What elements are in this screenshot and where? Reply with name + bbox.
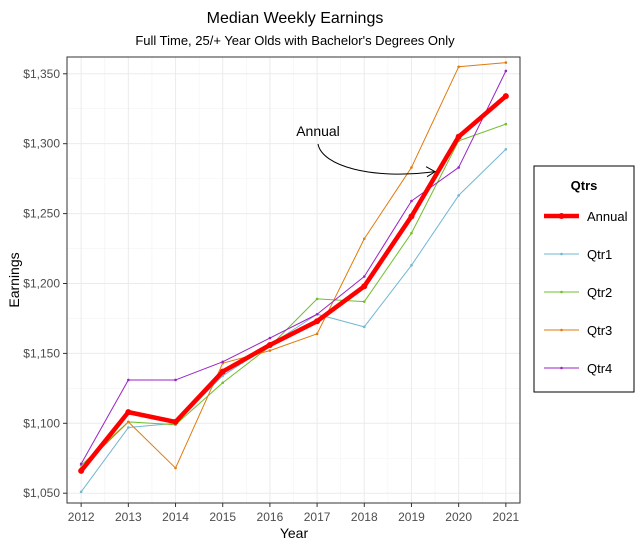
- y-axis: $1,050 $1,100 $1,150 $1,200 $1,250 $1,300 $1,3…: [23, 67, 67, 500]
- chart-subtitle: Full Time, 25/+ Year Olds with Bachelor'…: [135, 33, 455, 48]
- x-tick-label: 2020: [445, 510, 472, 524]
- series-line-qtr1: [80, 148, 507, 493]
- data-point-qtr3: [457, 65, 460, 69]
- data-point-qtr3: [362, 237, 366, 241]
- x-tick-label: 2012: [68, 510, 95, 524]
- annotation-layer: Annual: [296, 123, 437, 178]
- x-tick-label: 2016: [257, 510, 284, 524]
- data-point-qtr1: [504, 147, 508, 151]
- legend-title: Qtrs: [571, 178, 598, 193]
- data-point-qtr1: [410, 264, 413, 267]
- data-point-annual: [78, 467, 85, 474]
- legend-label-qtr2: Qtr2: [587, 285, 612, 300]
- data-point-qtr4: [410, 199, 413, 203]
- data-point-annual: [125, 409, 132, 416]
- data-point-qtr4: [457, 166, 460, 169]
- data-point-qtr1: [127, 426, 130, 429]
- data-point-qtr3: [127, 420, 130, 424]
- x-tick-label: 2019: [398, 510, 425, 524]
- annotation-arrowhead: [425, 166, 437, 178]
- data-point-annual: [172, 418, 179, 425]
- annotation-label: Annual: [296, 123, 340, 139]
- series-line-annual: [78, 93, 509, 474]
- series-line-qtr4: [80, 70, 507, 465]
- legend: Qtrs Annual Qtr1 Qtr2 Qtr3 Qtr4: [533, 165, 635, 393]
- legend-label-qtr1: Qtr1: [587, 247, 612, 262]
- x-axis: 2012 2013 2014 2015 2016 2017 2018 2019 2020 2021: [68, 503, 520, 524]
- legend-label-annual: Annual: [587, 209, 628, 224]
- data-point-qtr2: [221, 381, 225, 385]
- series-line-qtr3: [80, 62, 507, 469]
- series-line-qtr2: [80, 123, 507, 466]
- legend-marker-qtr3: [560, 328, 563, 332]
- data-point-annual: [361, 283, 368, 290]
- data-point-qtr4: [221, 360, 225, 364]
- legend-marker-annual: [558, 213, 565, 219]
- data-point-qtr4: [315, 312, 319, 316]
- x-tick-label: 2021: [492, 510, 519, 524]
- data-point-qtr4: [79, 462, 83, 466]
- x-tick-label: 2014: [162, 510, 189, 524]
- data-point-qtr4: [127, 378, 130, 382]
- data-point-qtr2: [410, 231, 413, 235]
- data-point-qtr4: [174, 378, 177, 382]
- data-point-qtr3: [410, 166, 413, 169]
- data-point-annual: [455, 133, 462, 140]
- y-tick-label: $1,350: [23, 67, 60, 81]
- data-point-qtr2: [315, 297, 319, 301]
- data-point-qtr2: [504, 122, 508, 126]
- data-point-qtr3: [174, 466, 177, 470]
- data-point-qtr2: [362, 300, 366, 303]
- y-axis-title: Earnings: [6, 252, 22, 307]
- data-point-annual: [314, 318, 321, 325]
- y-tick-label: $1,150: [23, 346, 60, 360]
- grid: [67, 57, 520, 503]
- data-point-qtr4: [268, 336, 272, 340]
- data-point-qtr1: [362, 325, 366, 329]
- legend-marker-qtr4: [560, 366, 563, 370]
- y-tick-label: $1,300: [23, 137, 60, 151]
- data-point-annual: [266, 342, 273, 349]
- data-point-qtr3: [504, 61, 508, 64]
- y-tick-label: $1,200: [23, 276, 60, 290]
- x-tick-label: 2017: [304, 510, 331, 524]
- legend-label-qtr4: Qtr4: [587, 361, 612, 376]
- data-point-qtr4: [362, 275, 366, 278]
- data-point-annual: [408, 213, 415, 220]
- legend-label-qtr3: Qtr3: [587, 323, 612, 338]
- data-point-qtr4: [504, 69, 508, 73]
- x-tick-label: 2015: [209, 510, 236, 524]
- x-tick-label: 2013: [115, 510, 142, 524]
- x-axis-title: Year: [280, 525, 309, 541]
- legend-marker-qtr1: [560, 252, 563, 256]
- annotation-arrow: [317, 143, 436, 175]
- data-point-qtr1: [79, 490, 83, 494]
- data-point-annual: [502, 93, 509, 100]
- data-point-qtr3: [268, 349, 272, 352]
- legend-items: Annual Qtr1 Qtr2 Qtr3 Qtr4: [544, 209, 628, 376]
- plot-border: [66, 56, 521, 504]
- y-tick-label: $1,100: [23, 416, 60, 430]
- x-tick-label: 2018: [351, 510, 378, 524]
- y-tick-label: $1,250: [23, 207, 60, 221]
- data-point-annual: [219, 368, 226, 375]
- series-layer: [78, 61, 509, 494]
- y-tick-label: $1,050: [23, 486, 60, 500]
- chart-title: Median Weekly Earnings: [207, 10, 384, 27]
- legend-marker-qtr2: [560, 290, 563, 294]
- legend-box: [533, 165, 635, 393]
- data-point-qtr1: [457, 194, 460, 197]
- data-point-qtr3: [315, 332, 319, 336]
